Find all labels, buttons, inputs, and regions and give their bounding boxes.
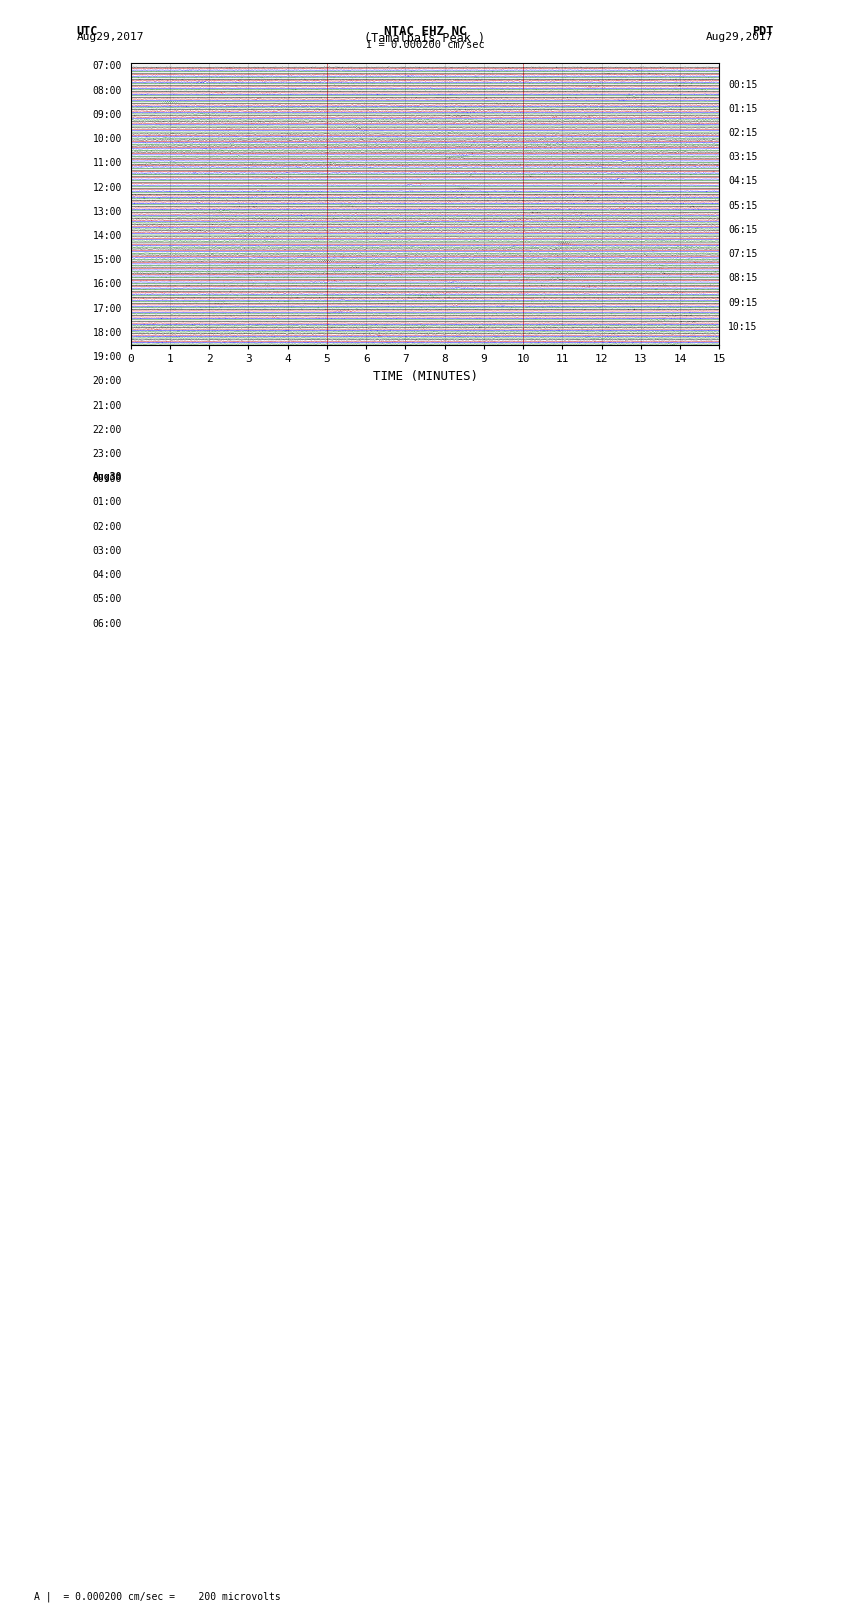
Text: I = 0.000200 cm/sec: I = 0.000200 cm/sec	[366, 39, 484, 50]
Text: 17:00: 17:00	[93, 303, 122, 313]
Text: Aug29,2017: Aug29,2017	[706, 32, 774, 42]
Text: 01:15: 01:15	[728, 103, 757, 115]
X-axis label: TIME (MINUTES): TIME (MINUTES)	[372, 369, 478, 382]
Text: 14:00: 14:00	[93, 231, 122, 240]
Text: 09:00: 09:00	[93, 110, 122, 119]
Text: 16:00: 16:00	[93, 279, 122, 289]
Text: 02:00: 02:00	[93, 521, 122, 532]
Text: 02:15: 02:15	[728, 127, 757, 139]
Text: 10:00: 10:00	[93, 134, 122, 144]
Text: 10:15: 10:15	[728, 323, 757, 332]
Text: 07:15: 07:15	[728, 248, 757, 260]
Text: 06:15: 06:15	[728, 224, 757, 235]
Text: UTC: UTC	[76, 24, 98, 39]
Text: 11:00: 11:00	[93, 158, 122, 168]
Text: 04:00: 04:00	[93, 569, 122, 581]
Text: 19:00: 19:00	[93, 352, 122, 361]
Text: 08:00: 08:00	[93, 85, 122, 95]
Text: Aug29,2017: Aug29,2017	[76, 32, 144, 42]
Text: 23:00: 23:00	[93, 448, 122, 460]
Text: 20:00: 20:00	[93, 376, 122, 387]
Text: 08:15: 08:15	[728, 273, 757, 284]
Text: 13:00: 13:00	[93, 206, 122, 216]
Text: 21:00: 21:00	[93, 400, 122, 411]
Text: NTAC EHZ NC: NTAC EHZ NC	[383, 24, 467, 39]
Text: Aug30: Aug30	[93, 471, 122, 482]
Text: 07:00: 07:00	[93, 61, 122, 71]
Text: 12:00: 12:00	[93, 182, 122, 192]
Text: 03:00: 03:00	[93, 545, 122, 556]
Text: 18:00: 18:00	[93, 327, 122, 337]
Text: 04:15: 04:15	[728, 176, 757, 187]
Text: 22:00: 22:00	[93, 424, 122, 436]
Text: 03:15: 03:15	[728, 152, 757, 163]
Text: 00:00: 00:00	[93, 474, 122, 484]
Text: 05:00: 05:00	[93, 594, 122, 605]
Text: A |  = 0.000200 cm/sec =    200 microvolts: A | = 0.000200 cm/sec = 200 microvolts	[34, 1590, 280, 1602]
Text: PDT: PDT	[752, 24, 774, 39]
Text: 09:15: 09:15	[728, 297, 757, 308]
Text: 05:15: 05:15	[728, 200, 757, 211]
Text: 01:00: 01:00	[93, 497, 122, 508]
Text: (Tamalpais Peak ): (Tamalpais Peak )	[365, 32, 485, 45]
Text: 15:00: 15:00	[93, 255, 122, 265]
Text: 00:15: 00:15	[728, 79, 757, 90]
Text: 06:00: 06:00	[93, 618, 122, 629]
